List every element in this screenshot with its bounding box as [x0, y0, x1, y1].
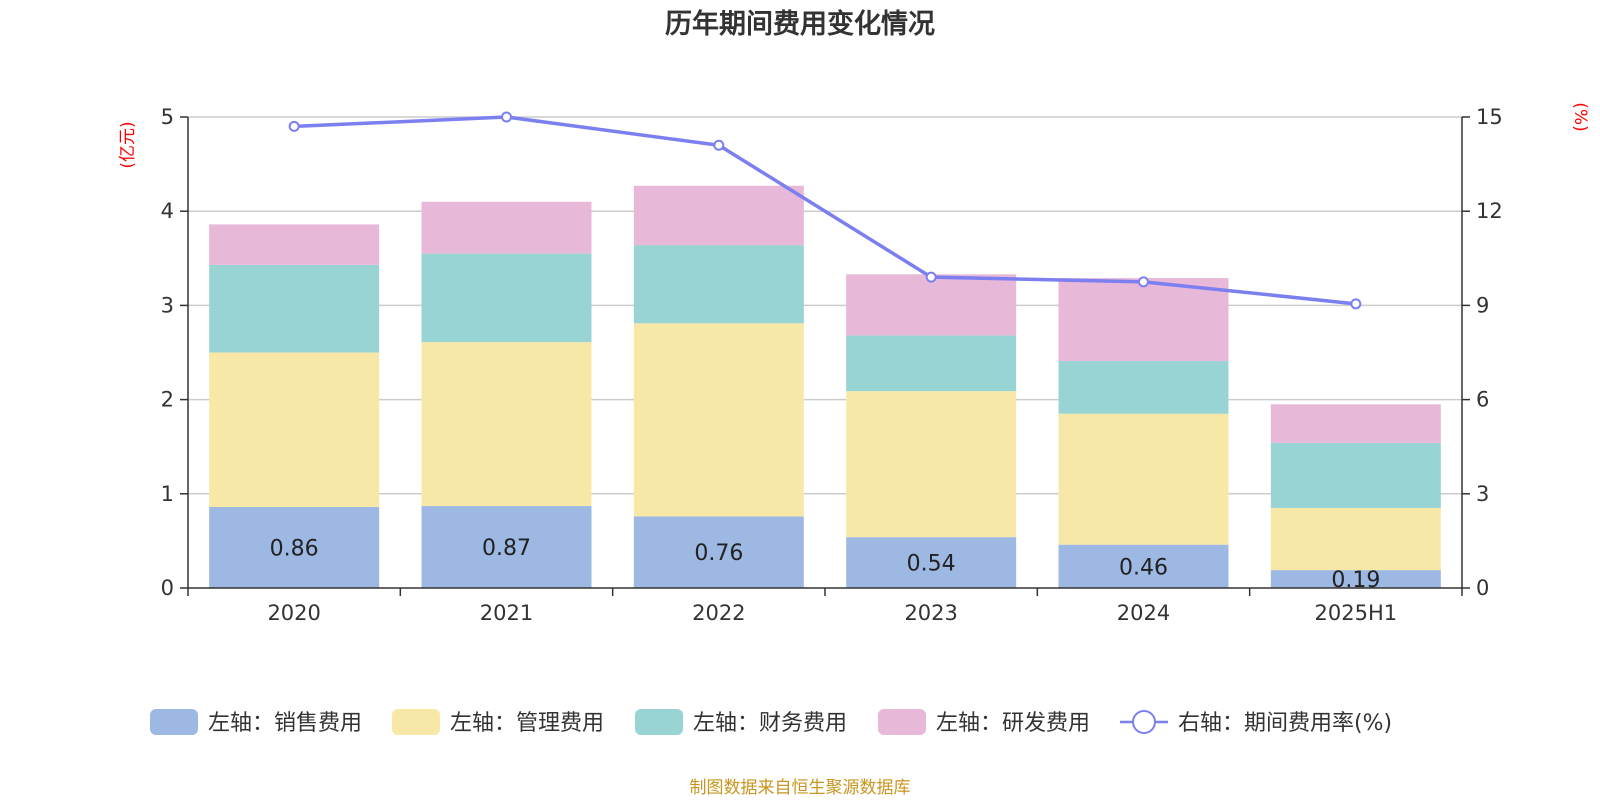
right-tick-label: 9	[1476, 293, 1489, 317]
rate-point	[713, 139, 725, 151]
bar-segment-1	[1270, 570, 1441, 588]
bar-segment-3	[1058, 360, 1229, 414]
bar-segment-2	[1270, 507, 1441, 571]
bar-data-label: 0.76	[694, 541, 743, 566]
legend-marker	[1132, 710, 1156, 734]
bar-segment-3	[209, 264, 380, 353]
rate-point	[1138, 276, 1149, 288]
legend: 左轴：销售费用 左轴：管理费用 左轴：财务费用 左轴：研发费用 右轴：期间费用率(%)	[150, 709, 1392, 736]
rate-point	[1350, 298, 1362, 310]
bar-data-label: 0.86	[270, 536, 319, 561]
legend-swatch	[392, 709, 440, 735]
bar-segment-2	[421, 342, 592, 507]
bar-segment-1	[633, 516, 804, 588]
bar-data-label: 0.19	[1331, 568, 1380, 593]
x-tick-label: 2021	[480, 601, 533, 625]
x-tick-label: 2020	[267, 601, 320, 625]
right-tick-label: 15	[1476, 105, 1503, 129]
bar-segment-2	[846, 391, 1017, 538]
legend-swatch	[878, 709, 926, 735]
bar-data-label: 0.46	[1119, 555, 1168, 580]
x-tick-label: 2025H1	[1315, 601, 1398, 625]
x-tick-label: 2022	[692, 601, 745, 625]
bar-segment-3	[846, 335, 1017, 392]
legend-label: 左轴：销售费用	[208, 711, 362, 736]
bar-segment-2	[1058, 413, 1229, 545]
rate-series-line	[294, 115, 1357, 306]
bar-segment-4	[421, 201, 592, 254]
data-source: 制图数据来自恒生聚源数据库	[690, 778, 911, 798]
left-tick-label: 4	[161, 199, 174, 223]
rate-point	[288, 120, 300, 132]
bar-segment-4	[846, 274, 1017, 336]
left-tick-label: 5	[161, 105, 174, 129]
bar-segment-1	[209, 506, 380, 588]
legend-swatch	[635, 709, 683, 735]
left-tick-label: 1	[161, 482, 174, 506]
rate-point	[925, 271, 937, 283]
right-tick-label: 12	[1476, 199, 1503, 223]
bar-segment-1	[421, 506, 592, 588]
x-tick-label: 2023	[904, 601, 957, 625]
bar-segment-2	[633, 323, 804, 517]
bar-segment-4	[1058, 278, 1229, 361]
right-tick-label: 0	[1476, 576, 1489, 600]
rate-line	[288, 111, 1362, 310]
data-labels: 0.86 0.87 0.76 0.54 0.46 0.19	[270, 536, 1381, 593]
left-tick-label: 0	[161, 576, 174, 600]
left-tick-label: 2	[161, 388, 174, 412]
legend-label: 右轴：期间费用率(%)	[1178, 711, 1392, 736]
bar-segment-4	[1270, 404, 1441, 443]
x-tick-label: 2024	[1117, 601, 1170, 625]
bar-segment-1	[846, 537, 1017, 588]
rate-point	[501, 111, 512, 123]
legend-label: 左轴：财务费用	[693, 711, 847, 736]
right-axis-unit: (%)	[1570, 102, 1590, 131]
bar-segment-1	[1058, 544, 1229, 588]
bar-segment-4	[209, 224, 380, 265]
bars	[209, 185, 1441, 588]
left-axis-unit: (亿元)	[118, 121, 138, 168]
bar-segment-3	[1270, 442, 1441, 508]
grid-lines	[188, 116, 1462, 495]
legend-label: 左轴：研发费用	[936, 711, 1090, 736]
legend-label: 左轴：管理费用	[450, 711, 604, 736]
right-tick-label: 3	[1476, 482, 1489, 506]
bar-segment-4	[633, 185, 804, 246]
bar-segment-3	[421, 253, 592, 343]
chart-title: 历年期间费用变化情况	[665, 8, 935, 40]
bar-segment-3	[633, 245, 804, 324]
bar-data-label: 0.87	[482, 536, 531, 561]
left-tick-label: 3	[161, 293, 174, 317]
right-tick-label: 6	[1476, 388, 1489, 412]
bar-data-label: 0.54	[907, 552, 956, 577]
bar-segment-2	[209, 352, 380, 507]
legend-swatch	[150, 709, 198, 735]
